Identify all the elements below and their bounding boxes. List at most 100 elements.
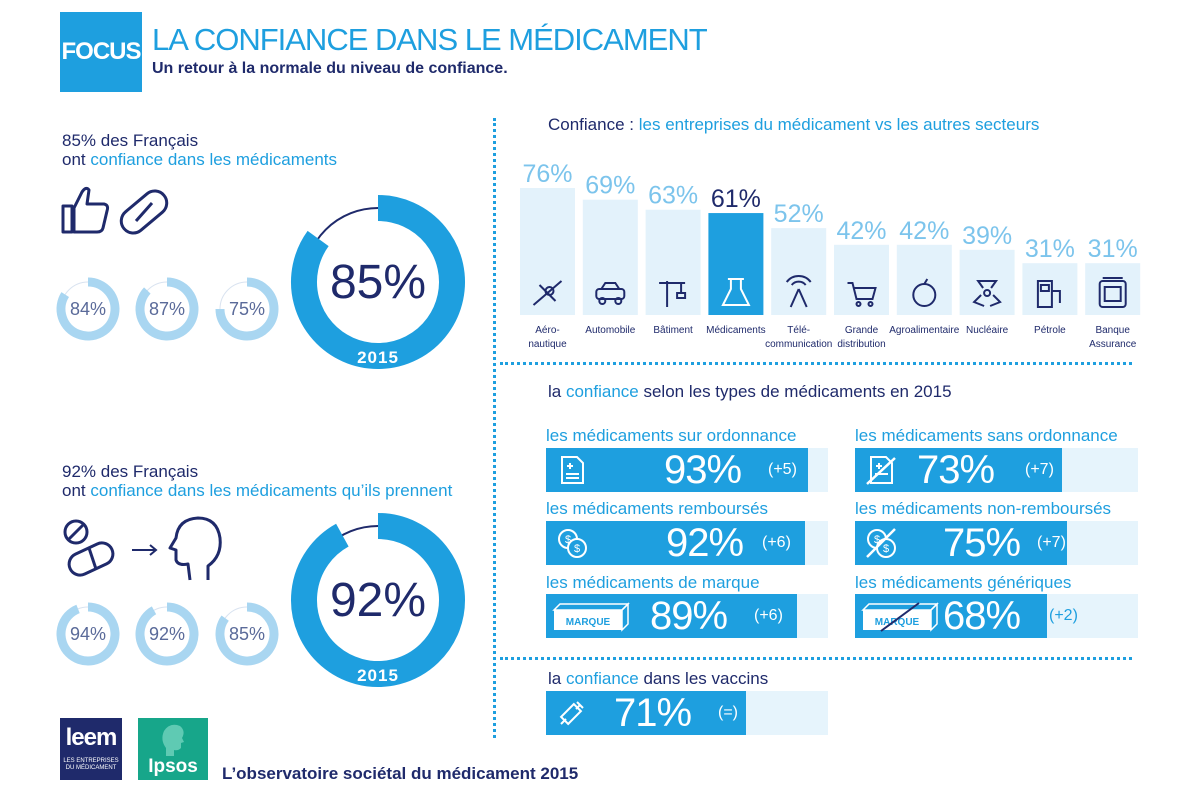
types-title-highlight: confiance [565,382,639,401]
stat1-history-donuts: 84% 2012 87% 2013 75% 2014 [56,277,279,341]
type-label-ordonnance: les médicaments sur ordonnance [546,426,797,445]
apple-icon [912,278,937,307]
donut-year: 2014 [238,657,256,666]
type-bar-marque: MARQUE 89% (+6) [546,594,828,638]
donut-2014: 85% 2014 [215,602,279,666]
donut-arc [56,602,120,666]
bar-category-6: Agroalimentaire [889,325,959,336]
atm-icon [1098,277,1127,308]
bar-label-5: 42% [836,217,886,245]
fuel-pump-icon [1036,280,1061,308]
vaccins-bar: 71% (=) [546,691,828,735]
type-bar-fill [546,448,809,492]
bar-category-0: nautique [528,339,567,350]
bar-category-1: Automobile [585,325,635,336]
type-label-generiques: les médicaments génériques [855,573,1072,592]
syringe-icon [559,701,584,726]
donut-2013: 92% 2013 [135,602,199,666]
sector-title-prefix: Confiance : [548,115,639,134]
bar-0 [520,188,575,315]
donut-value: 85% [330,256,426,309]
bar-5 [834,244,889,315]
vaccins-title-highlight: confiance [565,669,639,688]
bar-category-8: Pétrole [1034,325,1066,336]
stat2-history-donuts: 94% 2012 92% 2013 85% 2014 [56,602,279,666]
type-label-rembourses: les médicaments remboursés [546,499,769,518]
bar-3 [708,213,764,315]
type-pct: 68% [943,594,1021,638]
bar-label-2: 63% [648,182,698,210]
type-bar-rembourses: $ $ 92% (+6) [546,521,828,565]
bar-category-4: communication [765,339,832,350]
bar-category-5: Grande [845,325,879,336]
type-bar-generiques: MARQUE 68% (+2) [855,594,1138,638]
stat1-line2-highlight: confiance dans les médicaments [90,150,337,169]
divider-types-vaccins [500,657,1132,660]
donut-value: 75% [229,299,265,319]
stat1-line1: 85% des Français [62,131,199,150]
bar-label-8: 31% [1025,235,1075,263]
stat2-line2: ont confiance dans les médicaments qu’il… [62,481,452,500]
donut-arc [291,513,465,687]
focus-badge: FOCUS [60,12,142,92]
types-title-suffix: selon les types de médicaments en 2015 [638,382,952,401]
type-delta: (+6) [754,607,783,624]
donut-value: 92% [330,574,426,627]
vaccins-title: la confiance dans les vaccins [548,669,768,689]
stat2-line2-highlight: confiance dans les médicaments qu’ils pr… [90,481,453,500]
ipsos-logo: Ipsos [138,718,208,780]
flask-icon [721,278,751,306]
bar-4 [771,228,827,315]
donut-2013: 87% 2013 [135,277,199,341]
thumbs-pill-icons [61,186,169,235]
donut-year: 2014 [238,332,256,341]
stat2-line1: 92% des Français [62,462,199,481]
donut-year: 2013 [158,332,176,341]
divider-sectors-types [500,362,1132,365]
bar-category-3: Médicaments [706,325,765,336]
bar-label-6: 42% [899,217,949,245]
bar-label-4: 52% [774,200,824,228]
stat1-line2-prefix: ont [62,150,91,169]
donut-year: 2012 [79,657,97,666]
type-bar-non-rembourses: $ $ 75% (+7) [855,521,1138,565]
donut-value: 87% [149,299,185,319]
leem-logo-text: leem [65,724,118,751]
donut-year: 2013 [158,657,176,666]
page-title: LA CONFIANCE DANS LE MÉDICAMENT [152,22,708,57]
page-subtitle: Un retour à la normale du niveau de conf… [152,60,508,77]
donut-value: 84% [70,299,106,319]
type-bar-fill [546,521,806,565]
type-delta: (+7) [1025,461,1054,478]
pills-to-head-icons [63,516,222,581]
brand-box-icon: MARQUE [552,602,630,632]
type-pct: 75% [943,521,1021,565]
arrow-right-icon [132,544,158,556]
type-delta: (+2) [1049,607,1078,624]
coins-icon: $ $ [558,529,587,558]
svg-text:$: $ [574,543,580,555]
bar-label-7: 39% [962,222,1012,250]
types-title-prefix: la [548,382,566,401]
donut-arc [215,277,279,341]
bar-category-7: Nucléaire [966,325,1009,336]
thumbs-up-icon [61,186,110,234]
pill-icon [119,189,169,235]
type-pct: 89% [650,594,728,638]
stat1-main-donut: 85% 2015 [291,195,465,369]
donut-arc [135,602,199,666]
type-label-non-rembourses: les médicaments non-remboursés [855,499,1112,518]
bar-category-5: distribution [837,339,885,350]
bar-2 [645,209,701,315]
antenna-icon [785,275,812,308]
type-label-marque: les médicaments de marque [546,573,760,592]
no-coins-icon: $ $ [866,528,896,558]
prescription-icon [561,456,584,484]
donut-2012: 84% 2012 [56,277,120,341]
donut-year: 2015 [357,666,399,685]
cart-icon [847,282,877,307]
vaccins-pct: 71% [614,691,692,735]
brand-box-text: MARQUE [566,617,611,628]
vaccins-title-suffix: dans les vaccins [638,669,769,688]
donut-arc [291,195,465,369]
